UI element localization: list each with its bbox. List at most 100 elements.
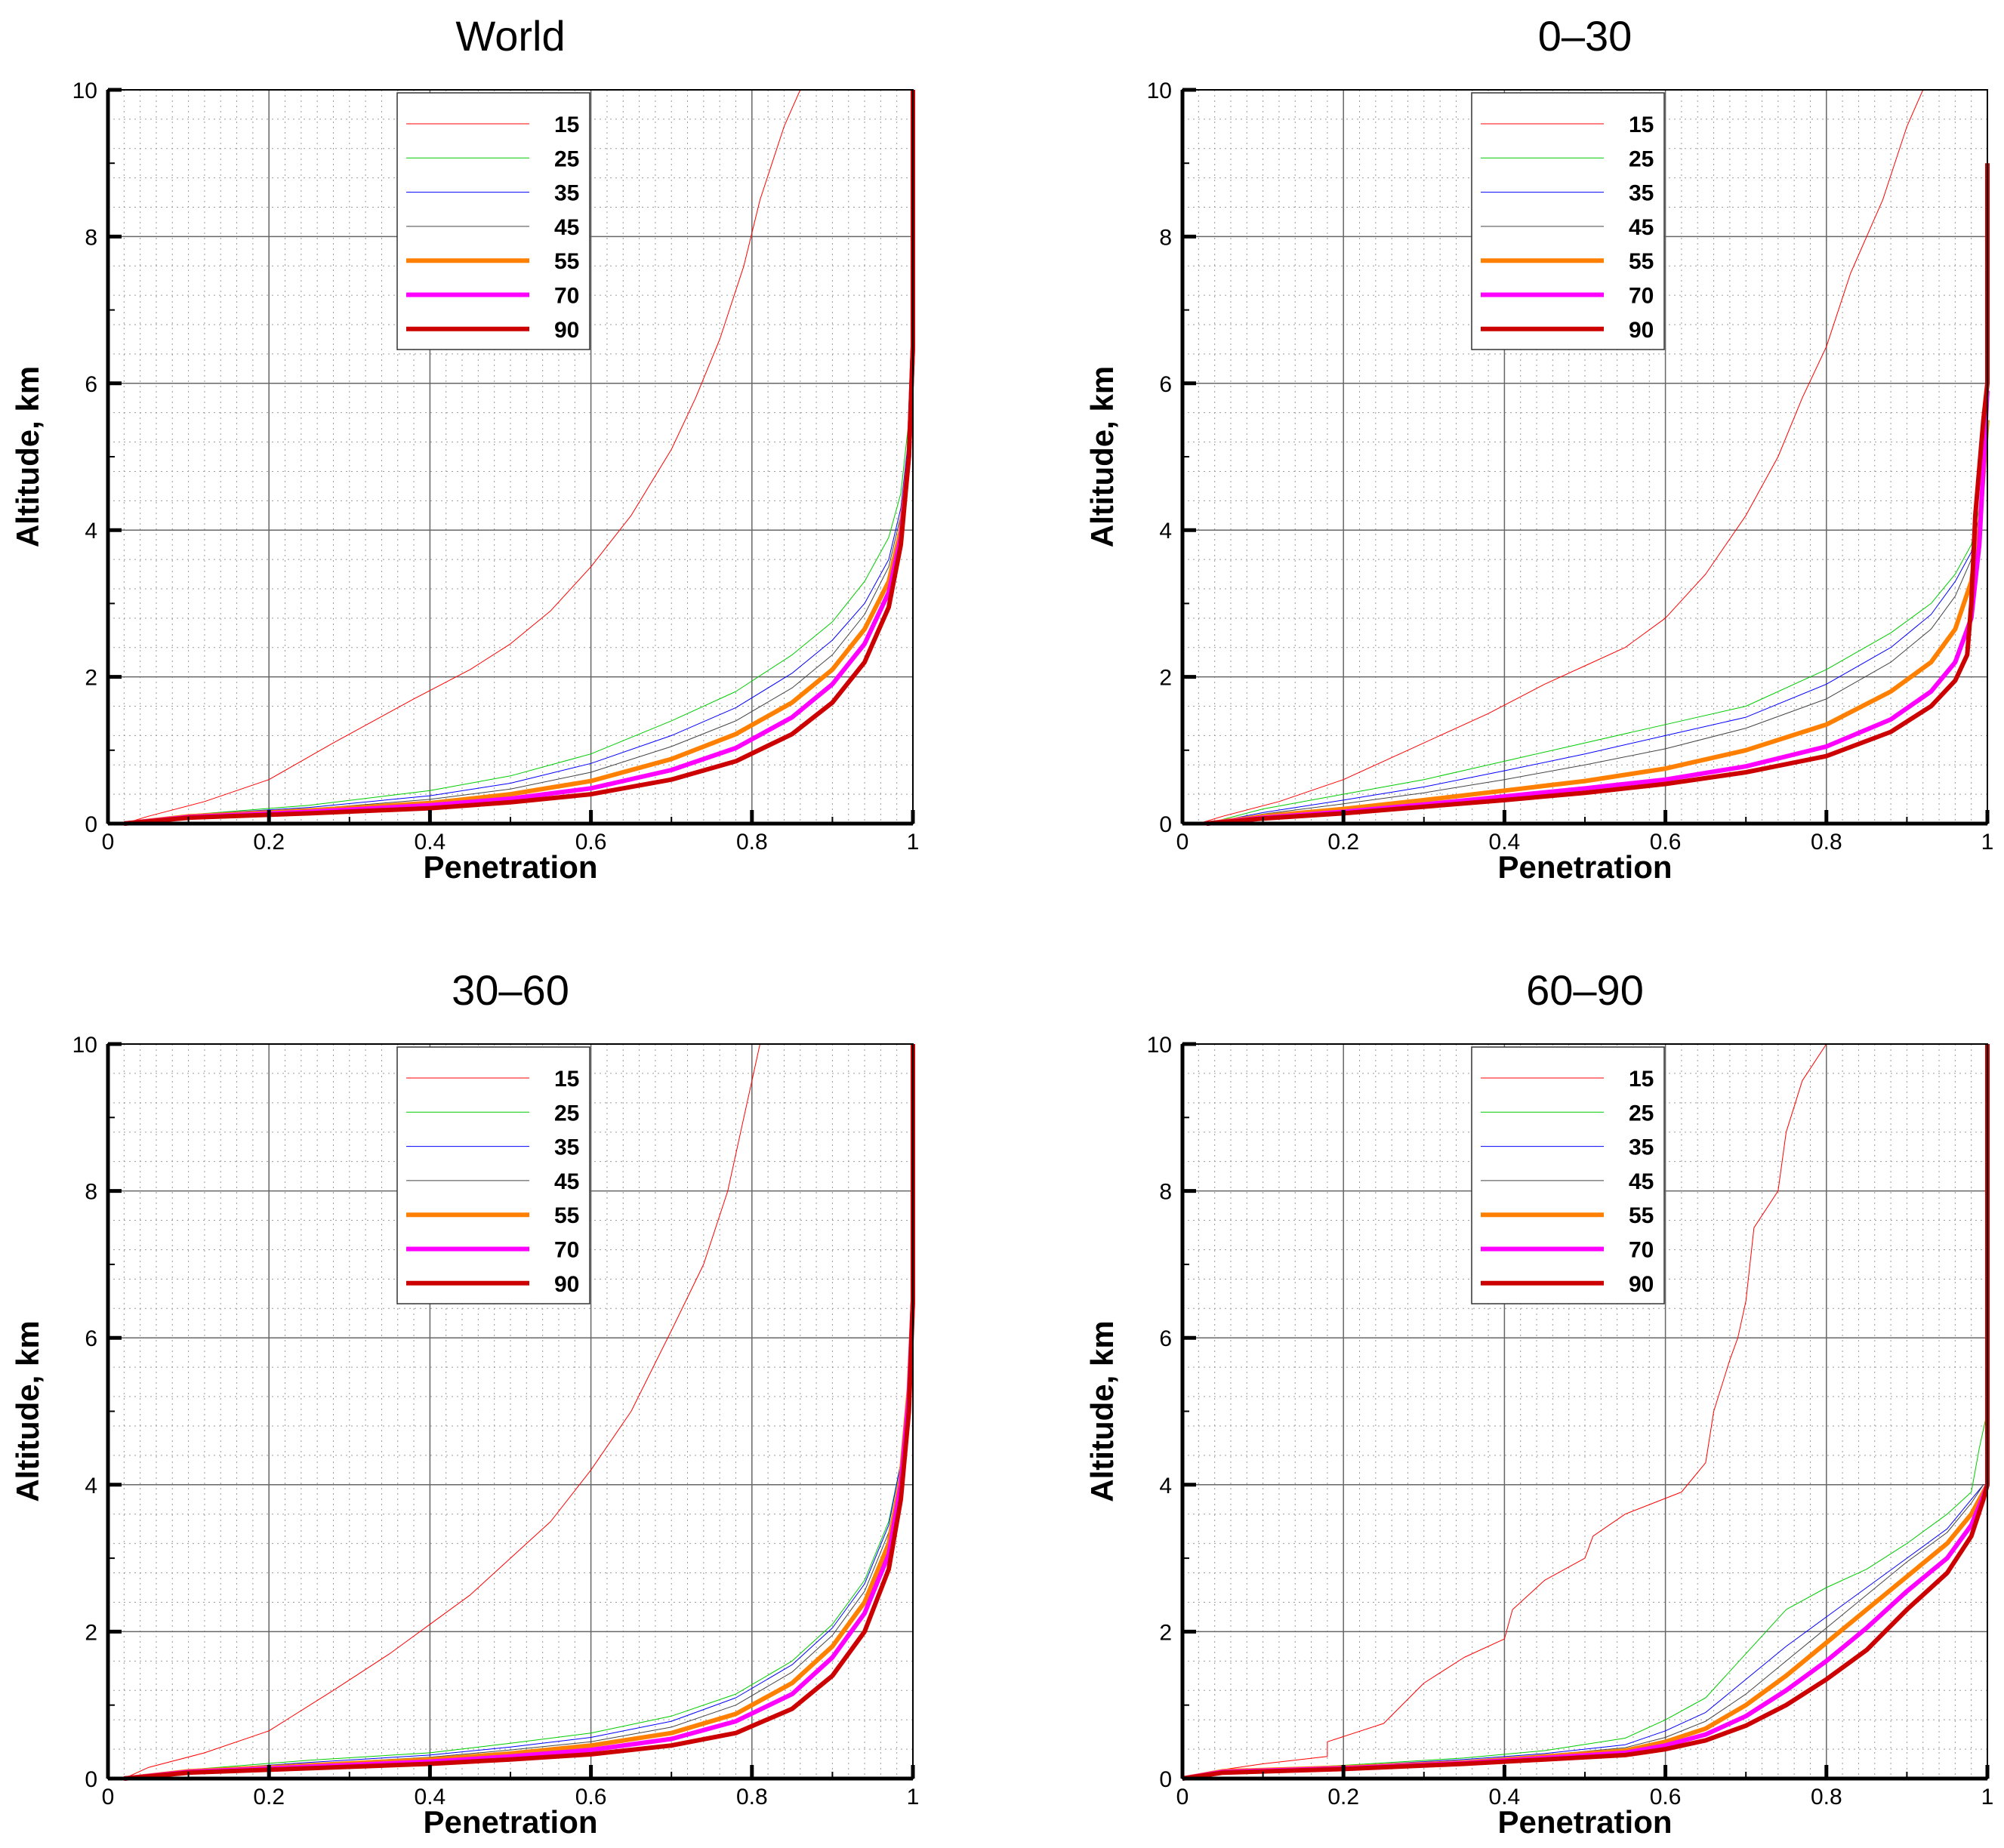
- series-line-90: [124, 1044, 915, 1781]
- y-tick-label: 10: [1147, 1033, 1172, 1058]
- legend-label-15: 15: [1629, 112, 1654, 137]
- y-tick-label: 10: [72, 1033, 97, 1058]
- series-line-70: [1206, 390, 1990, 826]
- x-axis-label: Penetration: [1497, 849, 1672, 885]
- y-axis-label: Altitude, km: [10, 366, 45, 547]
- legend-label-45: 45: [1629, 1169, 1654, 1194]
- legend-box: [1471, 1046, 1665, 1304]
- chart-panel: 0 0.2 0.4 0.6 0.8 102468100–30PenetrationAlti…: [1084, 12, 1993, 885]
- x-tick-label: 0.6: [575, 830, 607, 855]
- legend-label-35: 35: [1629, 1135, 1654, 1160]
- legend-label-25: 25: [1629, 1101, 1654, 1126]
- legend-label-90: 90: [554, 318, 579, 343]
- x-tick-label: 1: [1981, 1785, 1994, 1810]
- y-tick-label: 6: [1159, 1326, 1172, 1351]
- series-line-90: [1206, 163, 1990, 826]
- legend-label-55: 55: [554, 1203, 579, 1228]
- legend-label-25: 25: [554, 146, 579, 171]
- y-tick-label: 0: [85, 812, 97, 837]
- chart-panel: 0 0.2 0.4 0.6 0.8 10246810WorldPenetrationAlt…: [10, 12, 919, 885]
- legend-box: [396, 1046, 590, 1304]
- chart-title: 30–60: [452, 966, 569, 1014]
- legend-label-70: 70: [554, 1238, 579, 1263]
- legend-label-35: 35: [554, 1135, 579, 1160]
- x-tick-label: 1: [907, 1785, 920, 1810]
- legend-label-90: 90: [554, 1272, 579, 1297]
- y-tick-label: 2: [1159, 1620, 1172, 1645]
- series-line-45: [124, 346, 914, 824]
- x-tick-label: 0: [102, 1785, 115, 1810]
- y-tick-label: 6: [85, 372, 97, 397]
- y-tick-label: 0: [85, 1767, 97, 1792]
- y-tick-label: 4: [1159, 1474, 1172, 1498]
- series-line-15: [124, 1043, 760, 1779]
- x-axis-label: Penetration: [1497, 1804, 1672, 1840]
- chart-panel: 0 0.2 0.4 0.6 0.8 1024681030–60PenetrationAlt…: [10, 966, 919, 1840]
- x-tick-label: 0.4: [415, 1785, 446, 1810]
- x-axis-label: Penetration: [423, 849, 597, 885]
- y-axis-label: Altitude, km: [1084, 366, 1120, 547]
- legend-label-15: 15: [1629, 1067, 1654, 1092]
- y-tick-label: 8: [85, 225, 97, 250]
- legend-box: [1471, 92, 1665, 350]
- legend-label-70: 70: [554, 284, 579, 309]
- y-tick-label: 4: [1159, 519, 1172, 544]
- legend-label-70: 70: [1629, 1238, 1654, 1263]
- x-tick-label: 0.6: [575, 1785, 607, 1810]
- series-line-35: [124, 1301, 914, 1779]
- x-tick-label: 0.4: [1489, 830, 1521, 855]
- x-tick-label: 1: [1981, 830, 1994, 855]
- legend-label-25: 25: [554, 1101, 579, 1126]
- series-line-15: [1182, 1043, 1827, 1779]
- series-line-90: [124, 90, 915, 826]
- y-tick-label: 2: [85, 666, 97, 691]
- series-group: [1182, 1043, 1990, 1781]
- x-tick-label: 0.2: [253, 1785, 285, 1810]
- legend-label-35: 35: [1629, 181, 1654, 206]
- legend: 15 25 35 45 55 70 90: [396, 92, 590, 350]
- y-tick-label: 4: [85, 519, 97, 544]
- y-tick-label: 6: [1159, 372, 1172, 397]
- y-tick-label: 8: [85, 1180, 97, 1205]
- series-line-45: [1206, 420, 1988, 824]
- x-tick-label: 0.4: [415, 830, 446, 855]
- y-tick-label: 2: [1159, 666, 1172, 691]
- chart-title: 0–30: [1538, 12, 1632, 60]
- legend: 15 25 35 45 55 70 90: [1471, 92, 1665, 350]
- series-line-90: [1182, 1044, 1990, 1781]
- x-tick-label: 0.8: [736, 1785, 768, 1810]
- legend: 15 25 35 45 55 70 90: [396, 1046, 590, 1304]
- legend-label-15: 15: [554, 1067, 579, 1092]
- legend: 15 25 35 45 55 70 90: [1471, 1046, 1665, 1304]
- legend-label-90: 90: [1629, 1272, 1654, 1297]
- x-tick-label: 1: [907, 830, 920, 855]
- y-tick-label: 0: [1159, 812, 1172, 837]
- x-tick-label: 0.8: [1811, 1785, 1842, 1810]
- series-line-55: [1206, 420, 1990, 826]
- legend-label-55: 55: [554, 249, 579, 274]
- legend-label-55: 55: [1629, 1203, 1654, 1228]
- series-line-35: [1182, 1484, 1987, 1779]
- legend-label-15: 15: [554, 112, 579, 137]
- series-line-35: [124, 346, 914, 824]
- x-tick-label: 0: [1176, 830, 1189, 855]
- y-tick-label: 10: [1147, 79, 1172, 103]
- series-group: [123, 1043, 915, 1781]
- x-axis-label: Penetration: [423, 1804, 597, 1840]
- y-tick-label: 8: [1159, 225, 1172, 250]
- series-line-25: [1182, 1411, 1988, 1779]
- legend-label-90: 90: [1629, 318, 1654, 343]
- chart-title: 60–90: [1526, 966, 1644, 1014]
- series-line-35: [1206, 420, 1988, 824]
- y-tick-label: 0: [1159, 1767, 1172, 1792]
- y-axis-label: Altitude, km: [10, 1320, 45, 1502]
- x-tick-label: 0.2: [1327, 830, 1359, 855]
- legend-label-45: 45: [1629, 215, 1654, 240]
- x-tick-label: 0.4: [1489, 1785, 1521, 1810]
- chart-title: World: [455, 12, 565, 60]
- x-tick-label: 0.8: [736, 830, 768, 855]
- series-line-70: [123, 346, 915, 826]
- series-group: [1198, 89, 1990, 826]
- x-tick-label: 0: [102, 830, 115, 855]
- series-line-15: [1198, 89, 1924, 824]
